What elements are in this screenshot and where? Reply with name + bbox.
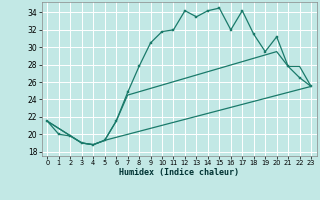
X-axis label: Humidex (Indice chaleur): Humidex (Indice chaleur): [119, 168, 239, 177]
